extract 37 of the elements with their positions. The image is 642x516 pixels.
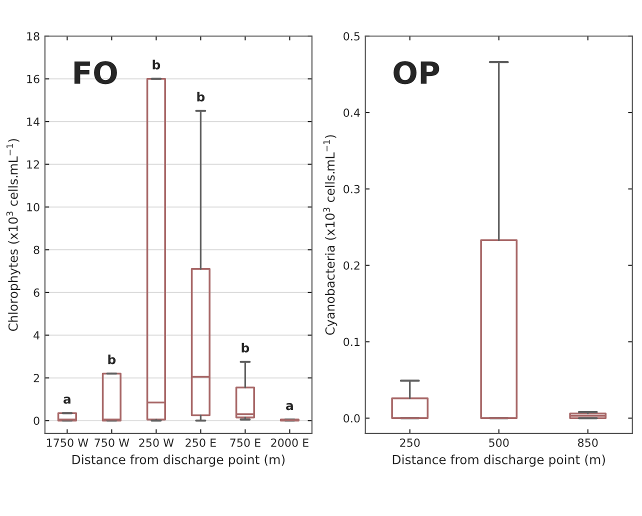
text: OP (394, 61, 440, 84)
y-tick-label: 0.5 (344, 32, 360, 40)
x-tick-label: 1750 W (47, 438, 88, 447)
y-tick-label: 14 (27, 118, 40, 126)
y-tick-label: 4 (34, 331, 40, 340)
x-axis-title: Distance from discharge point (m) (392, 454, 605, 467)
y-tick-label: 8 (34, 246, 40, 254)
x-tick-label: 750 E (230, 438, 260, 447)
x-tick-label: 750 W (94, 438, 130, 447)
y-tick-label: 0.3 (344, 184, 360, 194)
annotation: b (152, 60, 160, 70)
y-tick-label: 6 (34, 288, 40, 297)
y-tick-label: 2 (34, 374, 39, 382)
x-tick-label: 850 (578, 438, 598, 447)
y-tick-label: 0.0 (344, 414, 360, 423)
x-tick-label: 250 E (186, 438, 216, 447)
y-tick-label: 0 (34, 416, 40, 426)
y-tick-label: 10 (27, 202, 40, 212)
y-axis-title: Cyanobacteria (x10$^{3}$ cells.mL$^{−1}$) (323, 135, 338, 335)
y-axis-title: Chlorophytes (x10$^{3}$ cells.mL$^{−1}$) (6, 139, 20, 331)
y-tick-label: 0.4 (344, 108, 360, 117)
text: FO (74, 61, 117, 84)
annotation: b (108, 354, 116, 364)
y-tick-label: 12 (27, 160, 39, 169)
x-tick-label: 2000 E (271, 438, 308, 447)
annotation: a (64, 396, 70, 404)
annotation: a (286, 403, 293, 410)
y-tick-label: 0.2 (344, 261, 360, 270)
x-axis-title: Distance from discharge point (m) (72, 454, 285, 467)
y-tick-label: 18 (27, 32, 40, 40)
x-tick-label: 500 (489, 438, 509, 447)
annotation: b (242, 342, 250, 353)
x-tick-label: 250 (400, 438, 420, 447)
y-tick-label: 16 (27, 74, 40, 84)
y-tick-label: 0.1 (344, 338, 360, 346)
annotation: b (197, 92, 205, 102)
x-tick-label: 250 W (139, 438, 174, 447)
